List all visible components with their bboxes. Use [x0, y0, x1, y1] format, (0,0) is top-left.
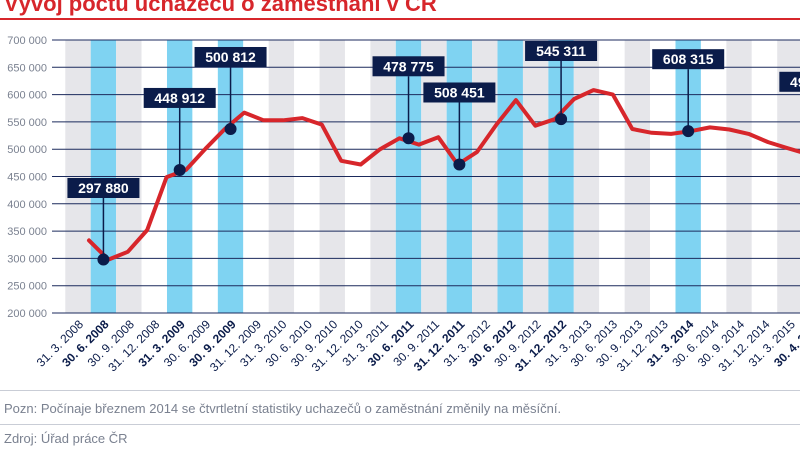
note-separator [0, 424, 800, 425]
callout-label-1: 448 912 [154, 90, 205, 106]
callout-label-6: 608 315 [663, 51, 714, 67]
callout-box-1 [143, 87, 216, 108]
callout-box-3 [372, 56, 445, 77]
source-note: Zdroj: Úřad práce ČR [4, 431, 128, 446]
callout-label-3: 478 775 [383, 58, 434, 74]
callout-label-0: 297 880 [78, 180, 129, 196]
callout-label-7: 491 585 [790, 74, 800, 90]
chart-separator [0, 390, 800, 391]
highlight-marker-6 [682, 125, 695, 138]
y-tick-label-0: 200 000 [7, 308, 47, 320]
line-chart: 200 000 250 000 300 000 350 000 400 000 450 0… [7, 35, 800, 374]
y-tick-label-3: 350 000 [7, 226, 47, 238]
callout-box-5 [525, 41, 598, 61]
highlight-marker-5 [555, 113, 568, 126]
y-tick-label-9: 650 000 [7, 62, 47, 74]
highlight-marker-0 [97, 253, 110, 266]
y-tick-label-8: 600 000 [7, 90, 47, 102]
y-tick-label-6: 500 000 [7, 144, 47, 156]
callout-label-5: 545 311 [536, 43, 586, 59]
title-rule [0, 18, 800, 20]
highlight-marker-1 [173, 163, 186, 176]
y-tick-label-1: 250 000 [7, 281, 47, 293]
callout-box-4 [423, 82, 496, 103]
y-tick-label-10: 700 000 [7, 35, 47, 47]
highlight-marker-4 [453, 158, 466, 171]
callout-box-6 [652, 49, 725, 70]
y-tick-label-4: 400 000 [7, 199, 47, 211]
y-tick-label-5: 450 000 [7, 172, 47, 184]
footnote: Pozn: Počínaje březnem 2014 se čtvrtletn… [4, 401, 562, 416]
callout-label-4: 508 451 [434, 84, 485, 100]
chart-title-strip: Vývoj počtu uchazečů o zaměstnání v ČR [0, 0, 800, 18]
callout-box-0 [67, 178, 140, 198]
chart-title: Vývoj počtu uchazečů o zaměstnání v ČR [4, 0, 437, 16]
callout-label-2: 500 812 [205, 49, 256, 65]
highlight-marker-2 [224, 122, 237, 135]
highlight-marker-3 [402, 132, 415, 145]
callout-box-7 [779, 71, 800, 92]
callout-box-2 [194, 46, 267, 67]
y-tick-label-2: 300 000 [7, 253, 47, 265]
y-tick-label-7: 550 000 [7, 117, 47, 129]
